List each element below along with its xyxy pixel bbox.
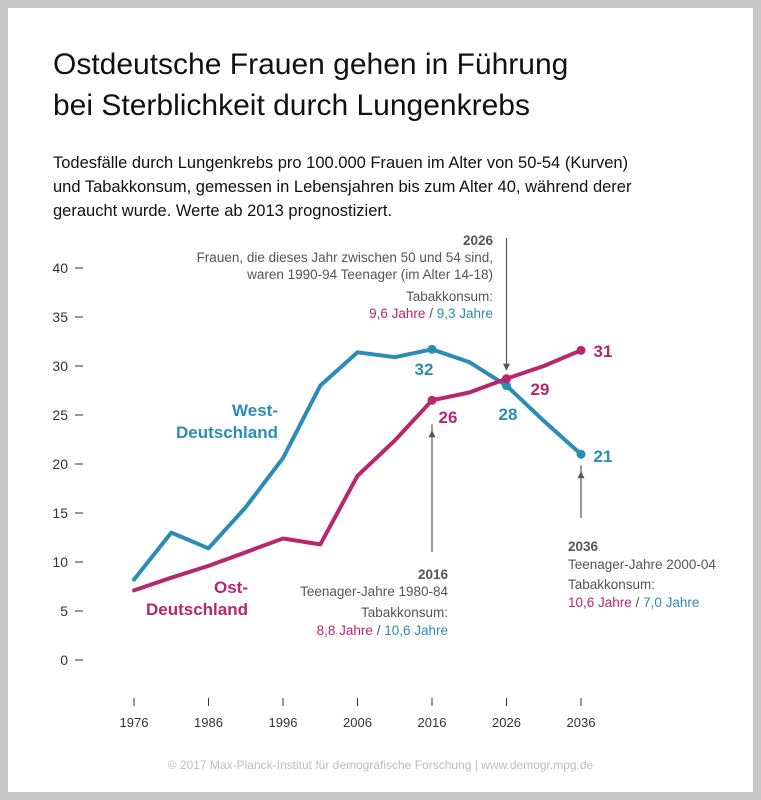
annotation-2036-line1: Teenager-Jahre 2000-04 <box>568 557 716 572</box>
annotation-2016-tabak: Tabakkonsum: <box>361 605 448 620</box>
subtitle-line-2: und Tabakkonsum, gemessen in Lebensjahre… <box>53 178 632 196</box>
y-tick-label: 0 <box>60 652 68 668</box>
data-point-marker <box>502 374 511 384</box>
data-point-marker <box>576 449 586 459</box>
footer-credit: © 2017 Max-Planck-Institut für demografi… <box>167 758 594 772</box>
chart-subtitle: Todesfälle durch Lungenkrebs pro 100.000… <box>53 151 733 223</box>
x-tick-label: 1996 <box>269 715 298 730</box>
arrow-2026-head <box>503 363 510 371</box>
chart-title: Ostdeutsche Frauen gehen in Führung bei … <box>53 44 733 126</box>
x-tick-label: 2036 <box>567 715 596 730</box>
data-point-marker <box>427 344 437 354</box>
chart-frame: Ostdeutsche Frauen gehen in Führung bei … <box>8 8 753 792</box>
annotation-2026-line2: waren 1990-94 Teenager (im Alter 14-18) <box>246 267 493 282</box>
x-tick-label: 1986 <box>194 715 223 730</box>
series-label-west-line1: West- <box>232 401 278 420</box>
annotation-2016-values: 8,8 Jahre / 10,6 Jahre <box>317 623 448 638</box>
arrow-2016-head <box>428 430 436 438</box>
x-tick-label: 2026 <box>492 715 521 730</box>
y-tick-label: 20 <box>52 456 68 472</box>
title-line-2: bei Sterblichkeit durch Lungenkrebs <box>53 89 530 122</box>
arrow-2036-head <box>577 471 585 479</box>
subtitle-line-1: Todesfälle durch Lungenkrebs pro 100.000… <box>53 154 629 172</box>
title-line-1: Ostdeutsche Frauen gehen in Führung <box>53 48 569 81</box>
data-point-marker <box>576 345 586 355</box>
data-label-west-2036: 21 <box>594 447 613 466</box>
x-tick-label: 2006 <box>343 715 372 730</box>
annotation-2016-year: 2016 <box>418 567 449 582</box>
y-tick-label: 5 <box>60 603 68 619</box>
x-tick-label: 2016 <box>418 715 447 730</box>
y-tick-label: 40 <box>52 260 68 276</box>
series-label-ost-line1: Ost- <box>214 578 248 597</box>
series-label-west-line2: Deutschland <box>176 423 278 442</box>
x-tick-label: 1976 <box>120 715 149 730</box>
series-label-ost-line2: Deutschland <box>146 600 248 619</box>
data-point-marker <box>427 395 437 405</box>
data-label-ost-2026: 29 <box>531 380 550 399</box>
y-tick-label: 35 <box>52 309 68 325</box>
annotation-2036-values: 10,6 Jahre / 7,0 Jahre <box>568 595 699 610</box>
annotation-2026-line1: Frauen, die dieses Jahr zwischen 50 und … <box>197 250 493 265</box>
y-tick-label: 15 <box>52 505 68 521</box>
data-label-ost-2036: 31 <box>594 342 613 361</box>
annotation-2026-tabak: Tabakkonsum: <box>406 289 493 304</box>
data-label-west-2016: 32 <box>415 360 434 379</box>
annotation-2026-values: 9,6 Jahre / 9,3 Jahre <box>369 306 493 321</box>
annotation-2016-line1: Teenager-Jahre 1980-84 <box>300 584 448 599</box>
y-tick-label: 25 <box>52 407 68 423</box>
data-point-marker <box>502 381 511 391</box>
data-label-ost-2016: 26 <box>439 408 458 427</box>
data-label-west-2026: 28 <box>499 405 518 424</box>
ost-deutschland-line <box>132 348 583 593</box>
annotation-2036-year: 2036 <box>568 539 599 554</box>
annotation-2036-tabak: Tabakkonsum: <box>568 577 655 592</box>
subtitle-line-3: geraucht wurde. Werte ab 2013 prognostiz… <box>53 202 393 220</box>
annotation-2026-year: 2026 <box>463 233 494 248</box>
y-tick-label: 30 <box>52 358 68 374</box>
west-deutschland-line <box>132 347 583 582</box>
y-tick-label: 10 <box>52 554 68 570</box>
